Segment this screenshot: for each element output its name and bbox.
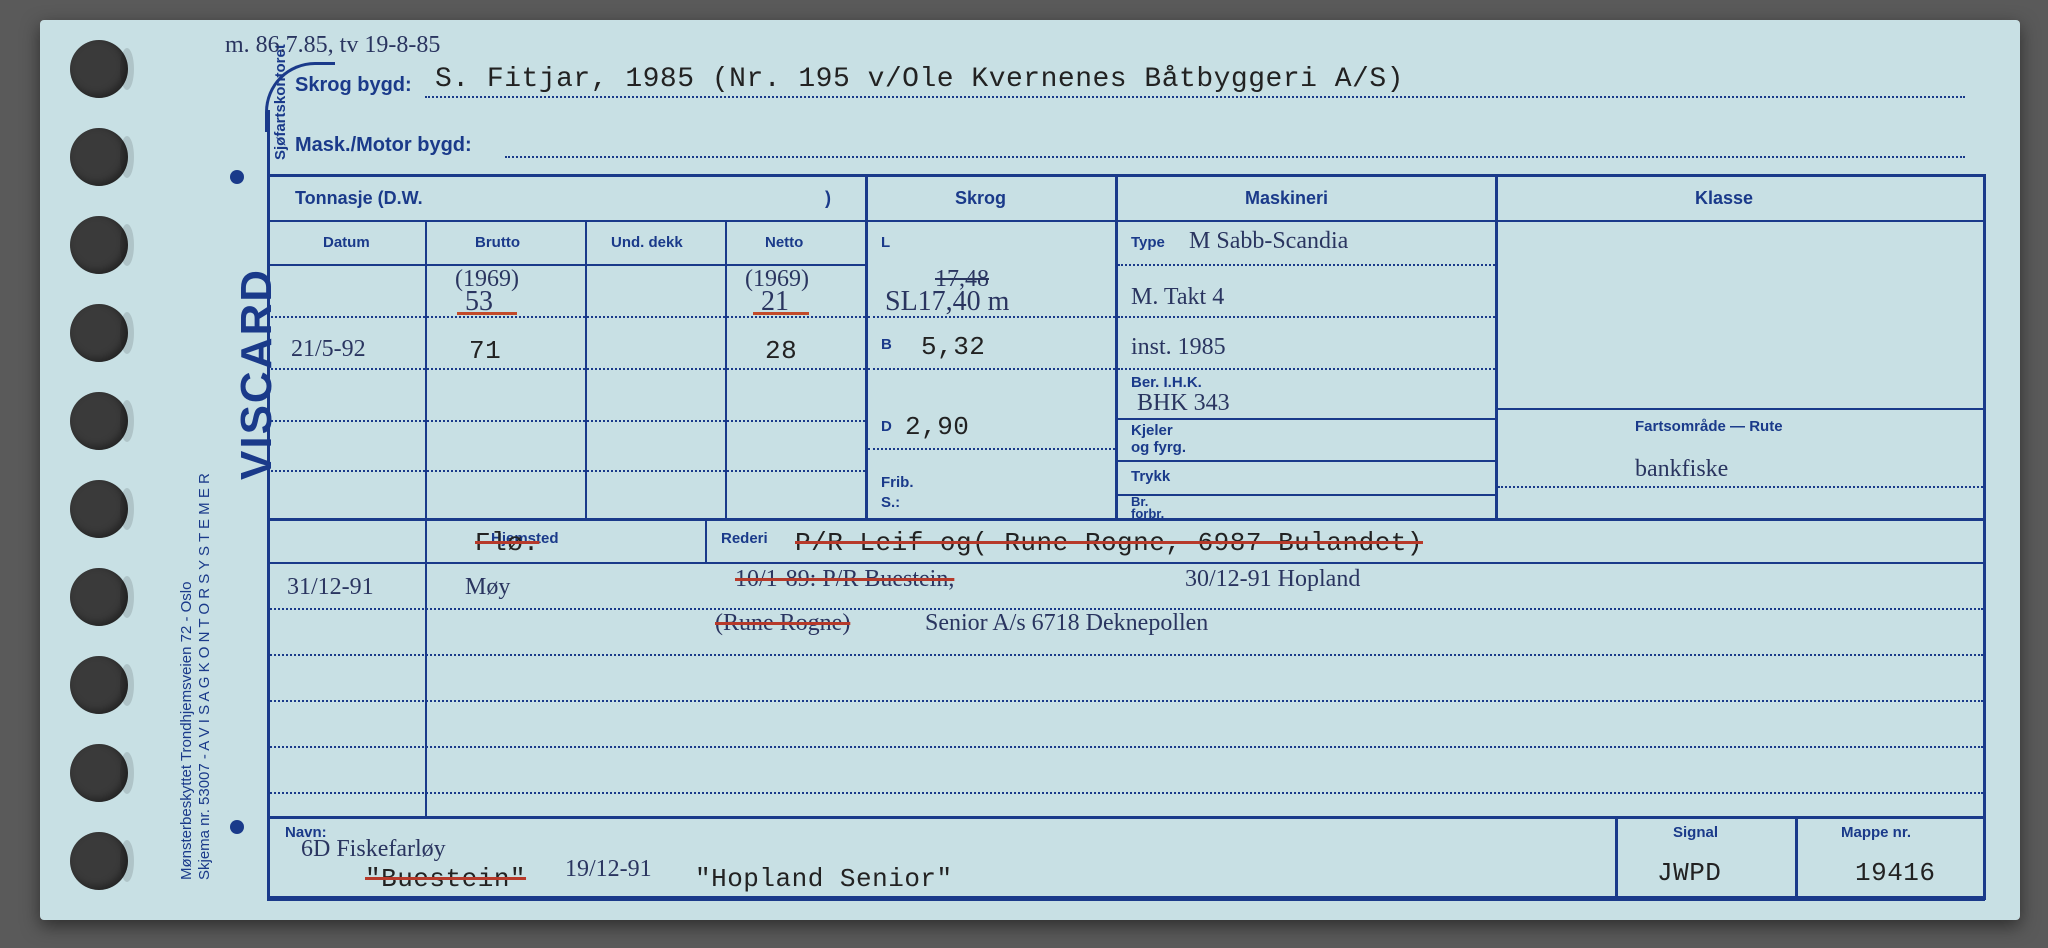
datum-2: 21/5-92 bbox=[291, 336, 366, 363]
form-card: m. 86.7.85, tv 19-8-85 Skrog bygd: S. Fi… bbox=[285, 50, 1985, 900]
rederi-3a: (Rune Rogne) bbox=[715, 610, 850, 637]
D-value: 2,90 bbox=[905, 412, 969, 442]
trykk-label: Trykk bbox=[1131, 468, 1170, 485]
brand-viscard: VISCARD bbox=[232, 268, 282, 480]
mappe-label: Mappe nr. bbox=[1841, 824, 1911, 841]
B-label: B bbox=[881, 336, 892, 353]
type-value: M Sabb-Scandia bbox=[1189, 228, 1348, 255]
ber-label: Ber. I.H.K. bbox=[1131, 374, 1202, 391]
signal-label: Signal bbox=[1673, 824, 1718, 841]
mappe-value: 19416 bbox=[1855, 858, 1936, 888]
date-2: 31/12-91 bbox=[287, 574, 374, 601]
tonnasje-label: Tonnasje (D.W. bbox=[295, 188, 423, 209]
tonnasje-close: ) bbox=[825, 188, 831, 209]
rederi-label: Rederi bbox=[721, 530, 768, 547]
col-netto: Netto bbox=[765, 234, 803, 251]
ber-value: BHK 343 bbox=[1137, 390, 1230, 417]
netto-2: 28 bbox=[765, 336, 797, 366]
L-label: L bbox=[881, 234, 890, 251]
m-value: M. Takt 4 bbox=[1131, 284, 1224, 311]
navn-strike: "Buestein" bbox=[365, 864, 526, 894]
scanned-card: VISCARD Skjema nr. 53007 - A V I S A G K… bbox=[40, 20, 2020, 920]
farts-label: Fartsområde — Rute bbox=[1635, 418, 1783, 435]
skrog-bygd-label: Skrog bygd: bbox=[295, 74, 412, 97]
frib-label: Frib. bbox=[881, 474, 914, 491]
maskineri-label: Maskineri bbox=[1245, 188, 1328, 209]
farts-value: bankfiske bbox=[1635, 456, 1728, 483]
inst-value: inst. 1985 bbox=[1131, 334, 1226, 361]
rederi-3b: Senior A/s 6718 Deknepollen bbox=[925, 610, 1208, 637]
rederi-2a: 10/1-89: P/R Buestein, bbox=[735, 566, 954, 593]
rederi-2b: 30/12-91 Hopland bbox=[1185, 566, 1360, 593]
B-value: 5,32 bbox=[921, 332, 985, 362]
skrog-bygd-value: S. Fitjar, 1985 (Nr. 195 v/Ole Kvernenes… bbox=[435, 64, 1404, 95]
D-label: D bbox=[881, 418, 892, 435]
kjeler-label: Kjeler og fyrg. bbox=[1131, 422, 1186, 456]
skrog-label: Skrog bbox=[955, 188, 1006, 209]
left-gutter: VISCARD Skjema nr. 53007 - A V I S A G K… bbox=[160, 60, 200, 900]
col-brutto: Brutto bbox=[475, 234, 520, 251]
navn-value: "Hopland Senior" bbox=[695, 864, 953, 894]
navn-note: 6D Fiskefarløy bbox=[301, 836, 446, 863]
S-label: S.: bbox=[881, 494, 900, 511]
gutter-line2: Mønsterbeskyttet Trondhjemsveien 72 - Os… bbox=[178, 582, 195, 880]
gutter-line1: Skjema nr. 53007 - A V I S A G K O N T O… bbox=[196, 473, 213, 880]
punch-holes bbox=[60, 40, 140, 900]
brutto-2: 71 bbox=[469, 336, 501, 366]
klasse-label: Klasse bbox=[1695, 188, 1753, 209]
type-label: Type bbox=[1131, 234, 1165, 251]
navn-date: 19/12-91 bbox=[565, 856, 652, 883]
L-value: SL17,40 m bbox=[885, 286, 1009, 318]
rederi-1: P/R Leif og( Rune Rogne, 6987 Bulandet) bbox=[795, 528, 1423, 558]
sted-2: Møy bbox=[465, 574, 510, 601]
brforbr-label: Br. forbr. bbox=[1131, 496, 1164, 520]
signal-value: JWPD bbox=[1657, 858, 1721, 888]
col-datum: Datum bbox=[323, 234, 370, 251]
col-unddekk: Und. dekk bbox=[611, 234, 683, 251]
top-note: m. 86.7.85, tv 19-8-85 bbox=[225, 32, 440, 59]
mask-motor-label: Mask./Motor bygd: bbox=[295, 134, 472, 157]
sted-1: Flø. bbox=[475, 528, 539, 558]
